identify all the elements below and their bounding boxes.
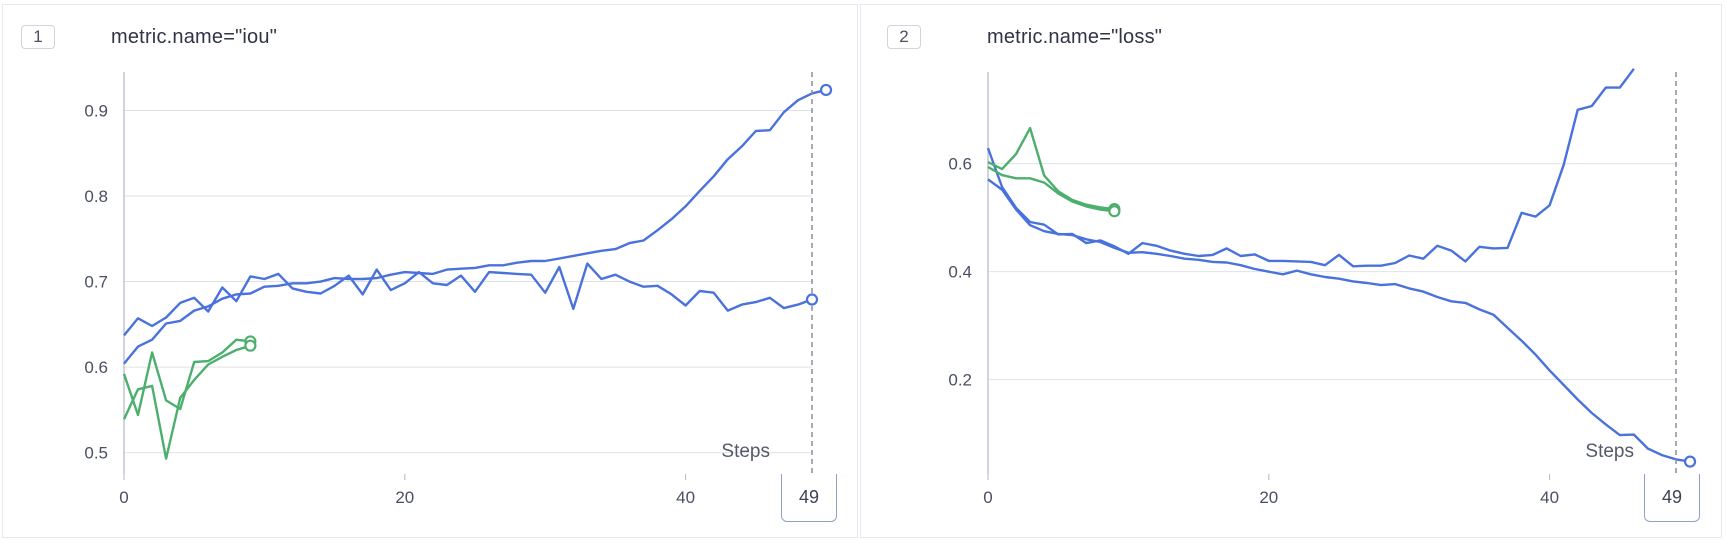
series-line-1[interactable] bbox=[123, 89, 826, 365]
series-line-0[interactable] bbox=[986, 68, 1635, 268]
series-end-marker[interactable] bbox=[1683, 455, 1697, 468]
x-tick-label: 0 bbox=[119, 488, 128, 507]
panel-index-badge: 1 bbox=[21, 25, 55, 49]
chart-0-group: 0.5 0.6 0.7 0.8 0.9 0 20 40 Steps bbox=[84, 72, 833, 507]
y-tick-label: 0.2 bbox=[948, 371, 972, 390]
x-tick-label: 40 bbox=[676, 488, 695, 507]
x-tick-label: 20 bbox=[395, 488, 414, 507]
y-tick-label: 0.6 bbox=[84, 358, 108, 377]
x-tick-label: 0 bbox=[983, 488, 992, 507]
x-tick-label: 40 bbox=[1540, 488, 1559, 507]
series-end-marker[interactable] bbox=[244, 339, 257, 352]
x-axis-label: Steps bbox=[1585, 441, 1634, 462]
current-step-box[interactable]: 49 bbox=[781, 474, 837, 522]
y-tick-label: 0.6 bbox=[948, 155, 972, 174]
series-line-3[interactable] bbox=[122, 344, 251, 460]
panel-title: metric.name="loss" bbox=[987, 26, 1163, 48]
series-end-marker[interactable] bbox=[1108, 205, 1121, 218]
series-line-3[interactable] bbox=[987, 165, 1115, 213]
series-line-2[interactable] bbox=[987, 126, 1115, 211]
series-line-2[interactable] bbox=[122, 338, 251, 417]
chart-panel-iou: 1 metric.name="iou" bbox=[2, 4, 858, 538]
series-line-1[interactable] bbox=[987, 178, 1690, 463]
series-end-marker[interactable] bbox=[805, 293, 819, 306]
panel-index-badge: 2 bbox=[887, 25, 921, 49]
y-tick-label: 0.7 bbox=[84, 273, 108, 292]
y-tick-label: 0.5 bbox=[84, 444, 108, 463]
x-tick-label: 20 bbox=[1259, 488, 1278, 507]
y-tick-label: 0.4 bbox=[948, 263, 972, 282]
chart-1-group: 0.2 0.4 0.6 0 20 40 Steps bbox=[948, 68, 1697, 507]
series-end-marker[interactable] bbox=[819, 83, 833, 97]
panel-title: metric.name="iou" bbox=[111, 26, 277, 48]
y-tick-label: 0.9 bbox=[84, 101, 108, 120]
series-line-0[interactable] bbox=[123, 262, 813, 337]
x-axis-label: Steps bbox=[721, 441, 770, 462]
y-tick-label: 0.8 bbox=[84, 187, 108, 206]
current-step-box[interactable]: 49 bbox=[1644, 474, 1700, 522]
